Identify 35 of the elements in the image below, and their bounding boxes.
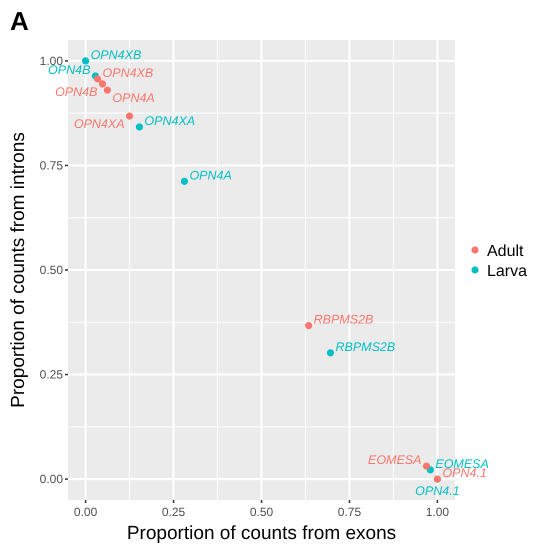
point [104,86,112,94]
data-label: RBPMS2B [335,340,396,354]
data-label: OPN4XB [102,66,154,80]
y-tick-label: 0.25 [40,368,64,382]
legend-label: Larva [487,263,528,280]
point [180,178,188,185]
y-tick-label: 0.00 [40,472,64,486]
data-label: EOMESA [368,453,422,468]
x-tick-label: 1.00 [426,505,450,519]
point [136,123,144,131]
point [305,322,312,330]
point [326,349,334,356]
point [94,75,102,82]
data-label: OPN4B [55,84,98,99]
y-tick-label: 0.50 [40,263,64,277]
x-tick-label: 0.25 [162,505,186,519]
x-axis-title: Proportion of counts from exons [126,523,396,544]
x-tick-label: 0.00 [74,505,98,519]
data-label: OPN4XA [74,117,125,132]
data-label: OPN4XA [144,114,196,128]
data-label: OPN4.1 [415,484,460,498]
point [422,462,430,470]
data-label: RBPMS2B [314,312,374,327]
point [82,57,90,65]
point [126,112,134,120]
x-tick-label: 0.50 [250,505,274,519]
x-tick-label: 0.75 [338,505,362,519]
y-axis-title: Proportion of counts from introns [8,132,29,408]
data-label: OPN4A [112,91,155,106]
legend-label: Adult [487,243,524,260]
point [98,80,106,88]
chart-title: A [10,6,29,36]
data-label: OPN4XB [90,48,142,62]
data-label: OPN4A [189,168,232,182]
y-tick-label: 0.75 [40,158,64,172]
